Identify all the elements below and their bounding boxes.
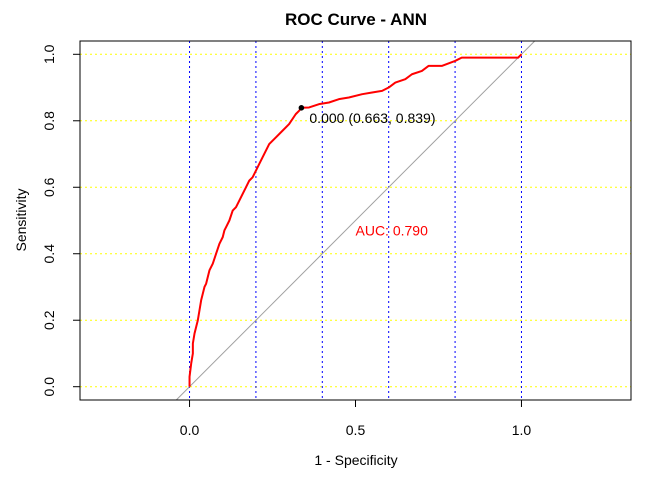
y-tick-label-1: 0.2	[41, 310, 57, 330]
chart-title: ROC Curve - ANN	[285, 10, 427, 29]
y-tick-label-3: 0.6	[41, 177, 57, 197]
x-tick-label-2: 1.0	[512, 422, 532, 438]
y-tick-label-4: 0.8	[41, 111, 57, 131]
point-layer: 0.000 (0.663, 0.839) AUC: 0.790	[298, 105, 436, 238]
x-axis-label: 1 - Specificity	[314, 452, 397, 468]
y-tick-label-0: 0.0	[41, 377, 57, 397]
threshold-point	[298, 105, 305, 111]
axis-layer: 0.0 0.5 1.0 0.0 0.2 0.4 0.6 0.8 1.0	[41, 44, 531, 438]
auc-label: AUC: 0.790	[356, 222, 429, 238]
x-tick-label-1: 0.5	[346, 422, 366, 438]
y-axis-label: Sensitivity	[13, 188, 29, 251]
roc-curve-line-0	[188, 53, 523, 387]
grid-layer	[80, 41, 631, 400]
y-tick-label-5: 1.0	[41, 44, 57, 64]
diagonal-layer	[175, 40, 536, 401]
curve-layer	[188, 53, 523, 387]
threshold-label: 0.000 (0.663, 0.839)	[309, 110, 435, 126]
x-tick-label-0: 0.0	[180, 422, 200, 438]
diagonal-reference-line	[175, 40, 536, 401]
y-tick-label-2: 0.4	[41, 244, 57, 264]
